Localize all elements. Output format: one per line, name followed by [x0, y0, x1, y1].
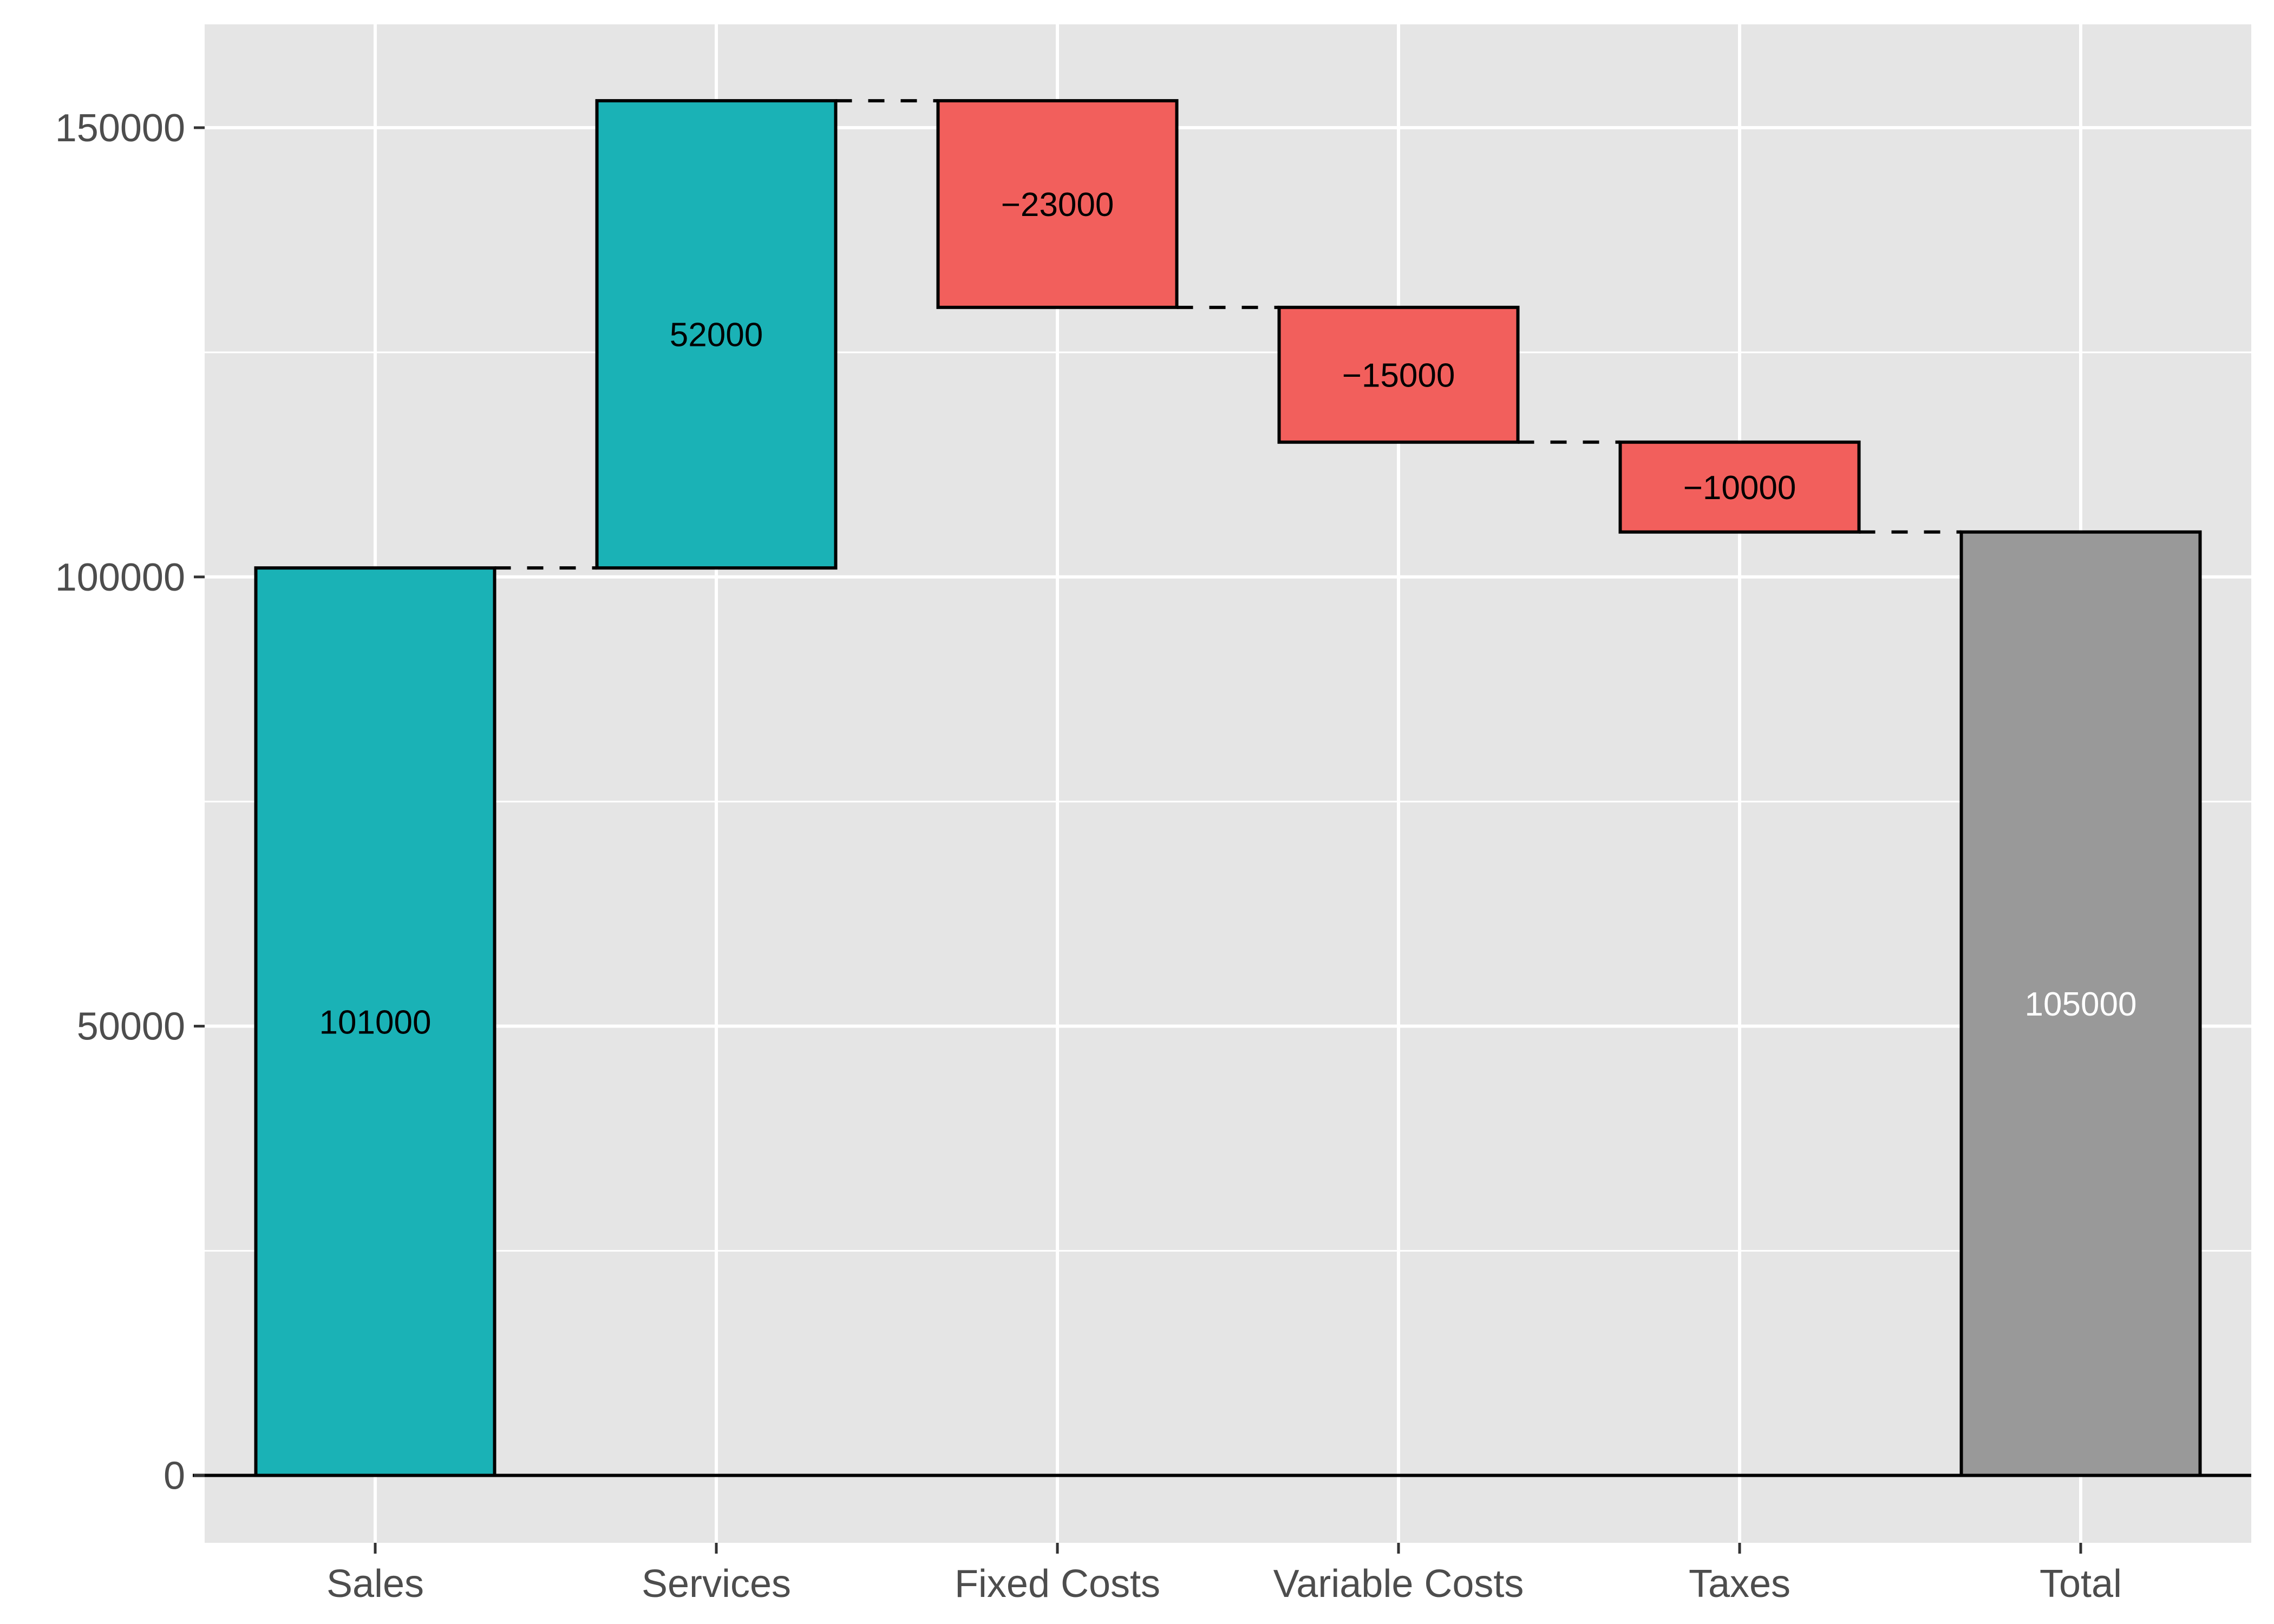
y-tick-label: 50000: [77, 1005, 185, 1049]
bar-value-label: −15000: [1342, 357, 1455, 394]
waterfall-bar: [595, 99, 838, 570]
bar-value-label: 105000: [2025, 986, 2137, 1023]
y-tick-label: 150000: [55, 107, 185, 150]
waterfall-bar: [1618, 440, 1861, 534]
bar-value-label: 101000: [319, 1004, 432, 1041]
plot-panel: [205, 24, 2251, 1543]
y-axis: 0 50000 100000 150000: [55, 107, 205, 1498]
x-tick-label: Taxes: [1689, 1562, 1791, 1606]
x-axis: Sales Services Fixed Costs Variable Costs Ta…: [326, 1543, 2122, 1606]
x-tick-label: Total: [2040, 1562, 2122, 1606]
bar-value-label: −10000: [1683, 469, 1796, 507]
bar-value-label: 52000: [670, 317, 763, 354]
x-tick-label: Services: [642, 1562, 791, 1606]
minor-gridlines: [205, 351, 2251, 1252]
waterfall-bar: [936, 99, 1179, 309]
x-tick-label: Variable Costs: [1273, 1562, 1524, 1606]
x-tick-label: Sales: [326, 1562, 424, 1606]
waterfall-bar: [254, 566, 496, 1477]
bar-value-labels: 101000 52000 −23000 −15000 −10000 105000: [319, 186, 2137, 1041]
waterfall-bar: [1277, 305, 1520, 444]
x-tick-label: Fixed Costs: [955, 1562, 1160, 1606]
bar-value-label: −23000: [1001, 186, 1114, 224]
y-tick-label: 100000: [55, 556, 185, 599]
y-tick-label: 0: [164, 1455, 185, 1498]
